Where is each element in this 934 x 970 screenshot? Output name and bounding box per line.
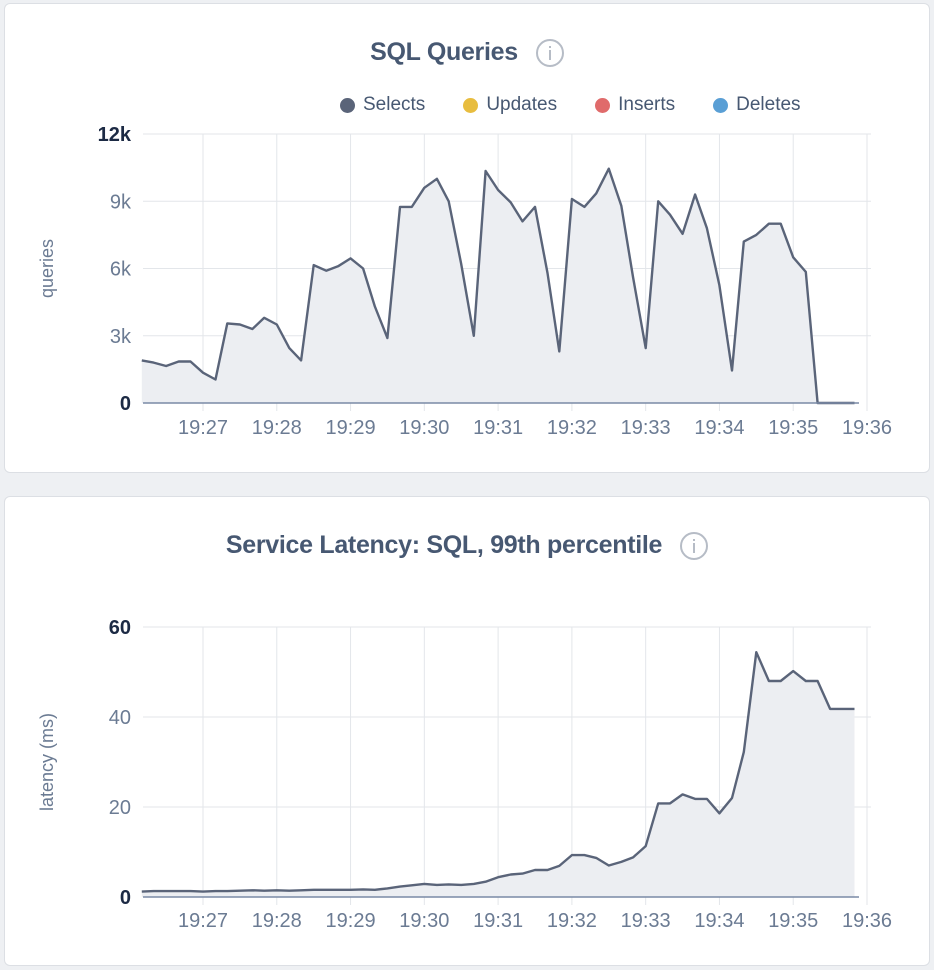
y-tick-label: 9k (110, 191, 132, 213)
service-latency-card: Service Latency: SQL, 99th percentile 0 2… (4, 496, 930, 966)
chart-title: SQL Queries (370, 38, 518, 66)
y-tick-label: 0 (120, 393, 131, 415)
legend-label: Deletes (736, 94, 801, 115)
chart-title: Service Latency: SQL, 99th percentile (225, 531, 663, 559)
info-icon[interactable] (680, 531, 709, 560)
legend-label: Selects (363, 94, 426, 115)
chart-title-row: Service Latency: SQL, 99th percentile (5, 531, 929, 560)
y-tick-label: 20 (109, 797, 131, 819)
y-tick-label: 60 (109, 617, 131, 639)
x-tick-label: 19:28 (252, 910, 302, 932)
y-tick-label: 0 (120, 887, 131, 909)
x-tick-label: 19:29 (326, 417, 376, 439)
x-tick-label: 19:34 (694, 417, 744, 439)
chart-legend: Selects Updates Inserts Deletes (340, 94, 801, 116)
x-tick-label: 19:32 (547, 417, 597, 439)
legend-dot-icon (340, 97, 355, 113)
legend-label: Inserts (618, 94, 676, 115)
series-line (141, 167, 855, 405)
x-tick-label: 19:36 (842, 910, 892, 932)
series-line (141, 651, 855, 893)
sql-queries-chart: 0 3k 6k 9k 12k 19:27 19:28 19:29 19:30 19:31 19:32… (37, 124, 892, 439)
x-tick-label: 19:31 (473, 417, 523, 439)
y-tick-label: 12k (98, 124, 132, 146)
legend-item-selects[interactable]: Selects (340, 94, 425, 116)
legend-label: Updates (486, 94, 558, 115)
x-tick-label: 19:33 (621, 417, 671, 439)
y-axis-label: queries (37, 239, 57, 298)
y-tick-label: 6k (110, 259, 132, 281)
legend-dot-icon (595, 97, 611, 113)
y-tick-label: 3k (110, 326, 132, 348)
legend-item-deletes[interactable]: Deletes (713, 94, 801, 116)
x-tick-label: 19:30 (399, 417, 449, 439)
sql-queries-card: SQL Queries Selects Updates Inserts Dele… (4, 3, 930, 473)
x-tick-label: 19:28 (252, 417, 302, 439)
x-tick-label: 19:36 (842, 417, 892, 439)
legend-dot-icon (713, 97, 729, 113)
x-tick-label: 19:32 (547, 910, 597, 932)
legend-item-updates[interactable]: Updates (463, 94, 557, 116)
x-tick-label: 19:33 (621, 910, 671, 932)
x-tick-label: 19:35 (768, 910, 818, 932)
x-tick-label: 19:34 (694, 910, 744, 932)
y-axis-label: latency (ms) (37, 713, 57, 811)
service-latency-chart: 0 20 40 60 19:27 19:28 19:29 19:30 19:31 19:32 19:… (37, 617, 892, 932)
x-tick-label: 19:30 (399, 910, 449, 932)
x-tick-label: 19:27 (178, 417, 228, 439)
info-icon[interactable] (535, 38, 564, 67)
series-area (141, 652, 855, 897)
chart-title-row: SQL Queries (5, 38, 929, 67)
series-area (141, 168, 855, 403)
y-tick-label: 40 (109, 707, 131, 729)
legend-item-inserts[interactable]: Inserts (595, 94, 675, 116)
x-tick-label: 19:31 (473, 910, 523, 932)
legend-dot-icon (463, 97, 479, 113)
x-tick-label: 19:35 (768, 417, 818, 439)
x-tick-label: 19:29 (326, 910, 376, 932)
x-tick-label: 19:27 (178, 910, 228, 932)
